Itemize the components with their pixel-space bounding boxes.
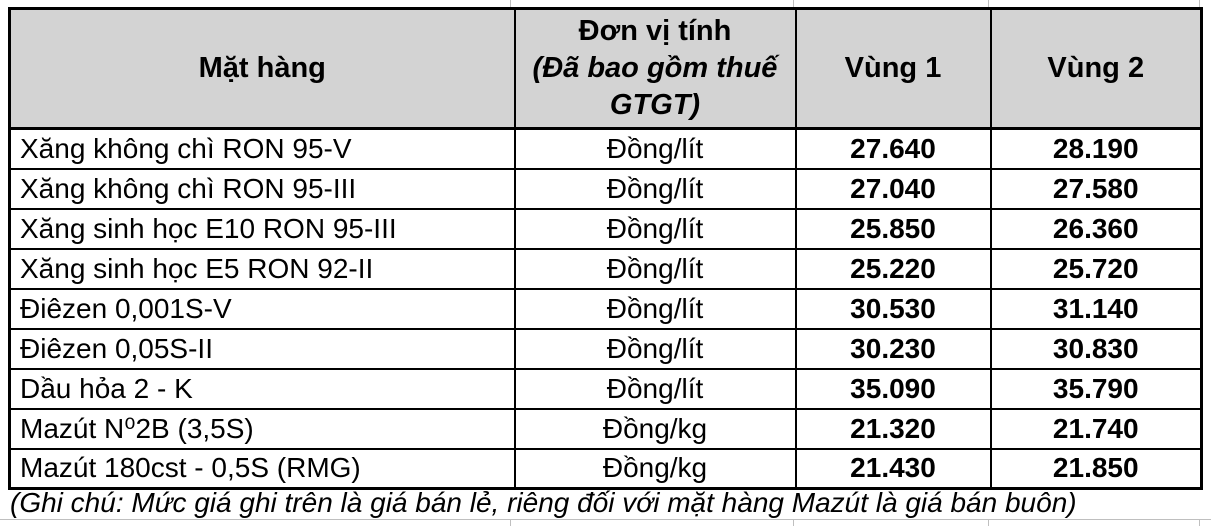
unit-header-title: Đơn vị tính	[578, 15, 732, 47]
product-cell: Điêzen 0,001S-V	[8, 287, 516, 330]
gridline-segment	[1199, 0, 1200, 7]
unit-header-subtitle: (Đã bao gồm thuế GTGT)	[532, 52, 778, 121]
gridline-segment	[988, 520, 989, 526]
gridline-segment	[0, 519, 1211, 520]
region1-price-cell: 25.850	[794, 207, 992, 250]
table-row: Xăng không chì RON 95-V Đồng/lít 27.640 …	[8, 127, 1203, 170]
product-cell: Xăng không chì RON 95-III	[8, 167, 516, 210]
gridline-segment	[793, 0, 794, 7]
region1-price-cell: 35.090	[794, 367, 992, 410]
gridline-segment	[510, 520, 511, 526]
bottom-gridline-strip	[0, 520, 1211, 526]
unit-cell: Đồng/lít	[513, 327, 797, 370]
table-row: Điêzen 0,05S-II Đồng/lít 30.230 30.830	[8, 327, 1203, 370]
col-header-unit: Đơn vị tính (Đã bao gồm thuế GTGT)	[513, 7, 797, 130]
product-cell: Dầu hỏa 2 - K	[8, 367, 516, 410]
table-row: Xăng sinh học E5 RON 92-II Đồng/lít 25.2…	[8, 247, 1203, 290]
unit-cell: Đồng/lít	[513, 127, 797, 170]
region2-price-cell: 21.740	[989, 407, 1203, 450]
unit-cell: Đồng/lít	[513, 207, 797, 250]
region2-price-cell: 28.190	[989, 127, 1203, 170]
header-row: Mặt hàng Đơn vị tính (Đã bao gồm thuế GT…	[8, 7, 1203, 130]
unit-cell: Đồng/kg	[513, 407, 797, 450]
region1-price-cell: 30.230	[794, 327, 992, 370]
gridline-segment	[988, 0, 989, 7]
region2-price-cell: 31.140	[989, 287, 1203, 330]
fuel-price-table: Mặt hàng Đơn vị tính (Đã bao gồm thuế GT…	[8, 7, 1203, 490]
region1-price-cell: 21.430	[794, 447, 992, 490]
region1-price-cell: 27.040	[794, 167, 992, 210]
table-body: Xăng không chì RON 95-V Đồng/lít 27.640 …	[8, 127, 1203, 490]
unit-cell: Đồng/lít	[513, 167, 797, 210]
region2-price-cell: 27.580	[989, 167, 1203, 210]
region2-price-cell: 21.850	[989, 447, 1203, 490]
product-cell: Xăng sinh học E10 RON 95-III	[8, 207, 516, 250]
col-header-region2: Vùng 2	[989, 7, 1203, 130]
product-cell: Xăng sinh học E5 RON 92-II	[8, 247, 516, 290]
table-row: Xăng sinh học E10 RON 95-III Đồng/lít 25…	[8, 207, 1203, 250]
unit-cell: Đồng/kg	[513, 447, 797, 490]
product-cell: Mazút 180cst - 0,5S (RMG)	[8, 447, 516, 490]
unit-cell: Đồng/lít	[513, 247, 797, 290]
region1-price-cell: 25.220	[794, 247, 992, 290]
product-cell: Điêzen 0,05S-II	[8, 327, 516, 370]
col-header-region1: Vùng 1	[794, 7, 992, 130]
footnote: (Ghi chú: Mức giá ghi trên là giá bán lẻ…	[10, 487, 1077, 518]
gridline-segment	[793, 520, 794, 526]
table-row: Điêzen 0,001S-V Đồng/lít 30.530 31.140	[8, 287, 1203, 330]
table-row: Mazút 180cst - 0,5S (RMG) Đồng/kg 21.430…	[8, 447, 1203, 490]
region2-price-cell: 30.830	[989, 327, 1203, 370]
region2-price-cell: 25.720	[989, 247, 1203, 290]
unit-cell: Đồng/lít	[513, 367, 797, 410]
col-header-product: Mặt hàng	[8, 7, 516, 130]
region2-price-cell: 35.790	[989, 367, 1203, 410]
table-row: Mazút N⁰2B (3,5S) Đồng/kg 21.320 21.740	[8, 407, 1203, 450]
region1-price-cell: 27.640	[794, 127, 992, 170]
gridline-segment	[1199, 520, 1200, 526]
gridline-segment	[510, 0, 511, 7]
product-cell: Xăng không chì RON 95-V	[8, 127, 516, 170]
region1-price-cell: 21.320	[794, 407, 992, 450]
top-gridline-strip	[0, 0, 1211, 7]
table-row: Xăng không chì RON 95-III Đồng/lít 27.04…	[8, 167, 1203, 210]
product-cell: Mazút N⁰2B (3,5S)	[8, 407, 516, 450]
region2-price-cell: 26.360	[989, 207, 1203, 250]
unit-cell: Đồng/lít	[513, 287, 797, 330]
table-row: Dầu hỏa 2 - K Đồng/lít 35.090 35.790	[8, 367, 1203, 410]
region1-price-cell: 30.530	[794, 287, 992, 330]
